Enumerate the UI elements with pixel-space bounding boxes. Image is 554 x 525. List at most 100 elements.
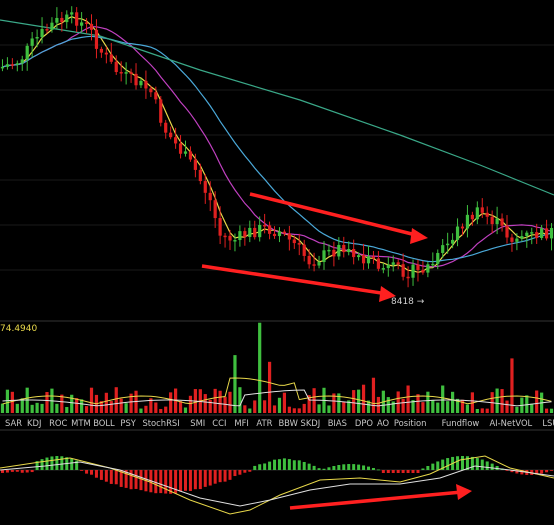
candle[interactable] bbox=[421, 260, 425, 275]
candle[interactable] bbox=[411, 259, 415, 286]
candle[interactable] bbox=[475, 201, 479, 225]
candle[interactable] bbox=[535, 223, 539, 244]
candle[interactable] bbox=[70, 6, 74, 24]
candle[interactable] bbox=[169, 126, 173, 140]
candle[interactable] bbox=[297, 233, 301, 256]
candle[interactable] bbox=[312, 252, 316, 272]
candle[interactable] bbox=[40, 17, 44, 44]
price-panel[interactable]: 8418 → bbox=[0, 6, 554, 307]
indicator-tab[interactable]: MTM bbox=[71, 418, 91, 428]
candle[interactable] bbox=[455, 218, 460, 247]
candle[interactable] bbox=[193, 153, 197, 178]
candle[interactable] bbox=[94, 19, 99, 59]
candle[interactable] bbox=[263, 213, 267, 234]
candle[interactable] bbox=[292, 235, 296, 249]
indicator-tab[interactable]: ATR bbox=[256, 418, 272, 428]
candle[interactable] bbox=[530, 227, 534, 245]
candle[interactable] bbox=[35, 29, 39, 48]
candle[interactable] bbox=[357, 252, 361, 261]
candle[interactable] bbox=[510, 233, 514, 252]
candle[interactable] bbox=[154, 86, 158, 104]
indicator-tab[interactable]: SMI bbox=[190, 418, 205, 428]
candle[interactable] bbox=[376, 251, 381, 272]
candlesticks[interactable] bbox=[0, 6, 554, 288]
candle[interactable] bbox=[15, 60, 19, 72]
candle[interactable] bbox=[352, 239, 356, 265]
candle[interactable] bbox=[25, 43, 29, 71]
candle[interactable] bbox=[50, 17, 54, 33]
candle[interactable] bbox=[45, 23, 49, 34]
candle[interactable] bbox=[55, 7, 59, 30]
candle[interactable] bbox=[228, 229, 232, 250]
candle[interactable] bbox=[460, 223, 465, 236]
candle[interactable] bbox=[307, 249, 311, 269]
candle[interactable] bbox=[500, 213, 504, 232]
candle[interactable] bbox=[5, 57, 10, 70]
candle[interactable] bbox=[515, 233, 519, 251]
indicator-tab[interactable]: Position bbox=[394, 418, 427, 428]
candle[interactable] bbox=[495, 206, 499, 235]
candle[interactable] bbox=[396, 259, 400, 270]
indicator-tab[interactable]: KDJ bbox=[27, 418, 41, 428]
candle[interactable] bbox=[505, 215, 509, 244]
candle[interactable] bbox=[223, 232, 227, 248]
candle[interactable] bbox=[84, 18, 89, 34]
candle[interactable] bbox=[213, 191, 217, 228]
candle[interactable] bbox=[139, 78, 143, 89]
indicator-tab[interactable]: BOLL bbox=[93, 418, 115, 428]
candle[interactable] bbox=[386, 256, 390, 277]
candle[interactable] bbox=[238, 225, 242, 247]
candle[interactable] bbox=[233, 233, 237, 252]
candle[interactable] bbox=[173, 127, 178, 149]
indicator-tab[interactable]: AO bbox=[377, 418, 390, 428]
candle[interactable] bbox=[416, 259, 420, 282]
candle[interactable] bbox=[198, 163, 202, 185]
candle[interactable] bbox=[520, 230, 524, 242]
candle[interactable] bbox=[544, 219, 549, 241]
candle[interactable] bbox=[347, 241, 351, 256]
indicator-tab[interactable]: SAR bbox=[5, 418, 22, 428]
indicator-tab[interactable]: SKDJ bbox=[301, 418, 321, 428]
candle[interactable] bbox=[272, 226, 277, 239]
candle[interactable] bbox=[134, 63, 138, 90]
candle[interactable] bbox=[124, 62, 128, 85]
candle[interactable] bbox=[208, 181, 212, 212]
candle[interactable] bbox=[282, 229, 287, 237]
candle[interactable] bbox=[549, 223, 554, 251]
candle[interactable] bbox=[436, 249, 440, 270]
candle[interactable] bbox=[480, 198, 484, 219]
candle[interactable] bbox=[164, 119, 168, 139]
candle[interactable] bbox=[490, 210, 494, 234]
candle[interactable] bbox=[104, 46, 108, 64]
candle[interactable] bbox=[89, 14, 94, 41]
indicator-tab[interactable]: BBW bbox=[278, 418, 297, 428]
candle[interactable] bbox=[540, 225, 544, 241]
candle[interactable] bbox=[337, 237, 341, 260]
indicator-tab[interactable]: CCI bbox=[212, 418, 226, 428]
candle[interactable] bbox=[441, 239, 445, 259]
candle[interactable] bbox=[258, 216, 262, 242]
candle[interactable] bbox=[10, 58, 14, 70]
volume-panel[interactable]: 74.4940 bbox=[0, 322, 554, 413]
candle[interactable] bbox=[426, 261, 430, 278]
candle[interactable] bbox=[342, 236, 346, 258]
candle[interactable] bbox=[485, 206, 489, 225]
indicator-tab[interactable]: AI-NetVOL bbox=[489, 418, 532, 428]
indicator-tab[interactable]: StochRSI bbox=[142, 418, 179, 428]
candle[interactable] bbox=[361, 243, 366, 270]
candle[interactable] bbox=[218, 206, 222, 245]
candle[interactable] bbox=[322, 241, 326, 270]
indicator-tab[interactable]: DPO bbox=[355, 418, 373, 428]
indicator-tab[interactable]: MFI bbox=[234, 418, 249, 428]
candle[interactable] bbox=[144, 70, 148, 99]
candle[interactable] bbox=[114, 55, 118, 75]
candle[interactable] bbox=[178, 135, 183, 159]
candle[interactable] bbox=[327, 244, 331, 256]
candle[interactable] bbox=[431, 252, 435, 268]
candle[interactable] bbox=[401, 253, 405, 281]
candle[interactable] bbox=[371, 250, 376, 264]
candle[interactable] bbox=[525, 230, 529, 248]
candle[interactable] bbox=[20, 55, 24, 71]
candle[interactable] bbox=[119, 61, 123, 82]
